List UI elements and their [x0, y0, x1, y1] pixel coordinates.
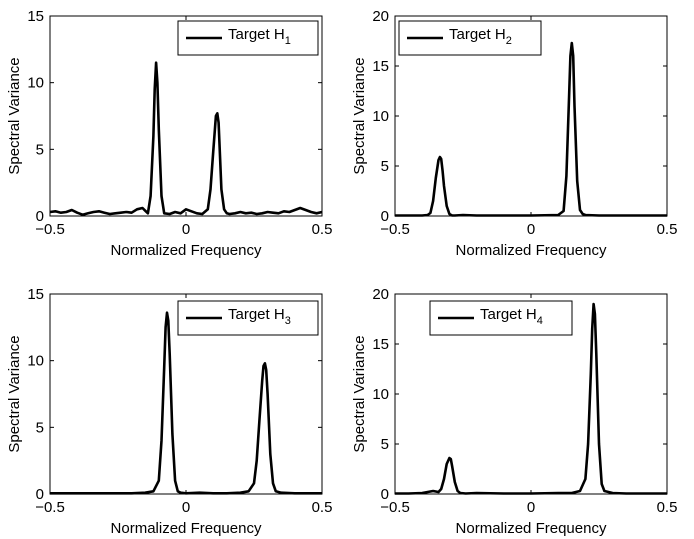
series-line [49, 61, 323, 216]
y-axis-label: Spectral Variance [351, 335, 368, 452]
x-axis-label: Normalized Frequency [111, 242, 262, 259]
y-tick-label: 20 [372, 286, 389, 303]
legend-label: Target H3 [228, 306, 291, 327]
y-tick-label: 10 [372, 386, 389, 403]
legend: Target H1 [177, 20, 319, 56]
x-tick-label: −0.5 [380, 499, 410, 516]
legend-subscript: 3 [285, 315, 291, 327]
y-tick-label: 10 [27, 353, 44, 370]
y-axis-label: Spectral Variance [6, 57, 23, 174]
x-axis-label: Normalized Frequency [456, 520, 607, 537]
x-tick-label: 0 [527, 499, 535, 516]
legend-label: Target H1 [228, 26, 291, 47]
y-axis-label: Spectral Variance [351, 57, 368, 174]
x-tick-label: −0.5 [380, 221, 410, 238]
x-tick-label: 0.5 [657, 499, 678, 516]
series-line [395, 302, 667, 495]
legend-label: Target H4 [480, 306, 543, 327]
x-tick-label: −0.5 [35, 499, 65, 516]
x-tick-label: 0.5 [312, 221, 333, 238]
y-tick-label: 0 [381, 486, 389, 503]
y-tick-label: 0 [381, 208, 389, 225]
series-line [50, 311, 322, 495]
y-tick-label: 5 [36, 419, 44, 436]
y-tick-label: 0 [36, 486, 44, 503]
x-tick-label: 0 [182, 499, 190, 516]
legend: Target H3 [177, 300, 319, 336]
y-tick-label: 5 [381, 436, 389, 453]
y-tick-label: 15 [372, 58, 389, 75]
y-tick-label: 15 [372, 336, 389, 353]
y-axis-label: Spectral Variance [6, 335, 23, 452]
y-tick-label: 15 [27, 8, 44, 25]
x-tick-label: 0.5 [312, 499, 333, 516]
legend-label: Target H2 [449, 26, 512, 47]
x-axis-label: Normalized Frequency [456, 242, 607, 259]
y-tick-label: 0 [36, 208, 44, 225]
y-tick-label: 10 [372, 108, 389, 125]
series-line [395, 41, 667, 217]
x-tick-label: 0 [527, 221, 535, 238]
y-tick-label: 10 [27, 75, 44, 92]
y-tick-label: 5 [381, 158, 389, 175]
x-tick-label: −0.5 [35, 221, 65, 238]
legend-subscript: 2 [506, 35, 512, 47]
x-axis-label: Normalized Frequency [111, 520, 262, 537]
legend-subscript: 1 [285, 35, 291, 47]
y-tick-label: 20 [372, 8, 389, 25]
legend-subscript: 4 [537, 315, 543, 327]
legend: Target H4 [429, 300, 573, 336]
legend: Target H2 [398, 20, 542, 56]
y-tick-label: 5 [36, 141, 44, 158]
x-tick-label: 0 [182, 221, 190, 238]
y-tick-label: 15 [27, 286, 44, 303]
x-tick-label: 0.5 [657, 221, 678, 238]
